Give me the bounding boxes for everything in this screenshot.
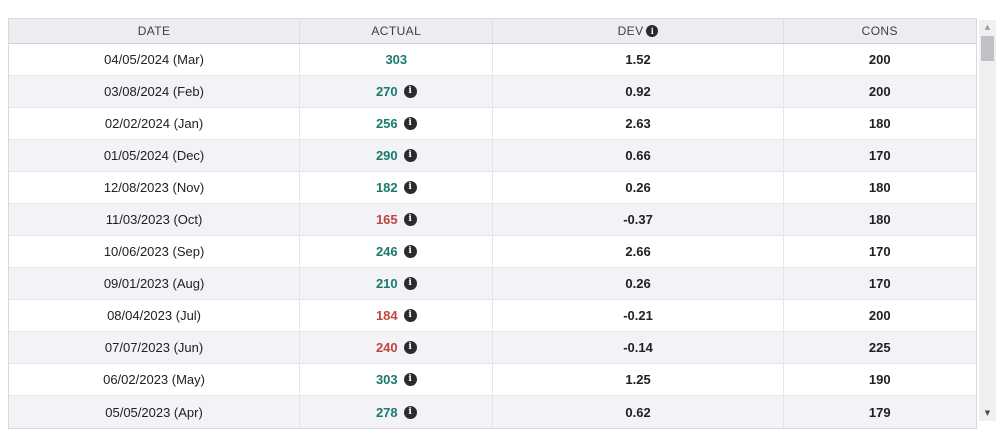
table-row: 01/05/2024 (Dec) 290 i 0.66 170 (9, 140, 976, 172)
actual-cell: 246 i (299, 236, 492, 267)
table-header-row: DATE ACTUAL DEV i CONS (9, 19, 976, 44)
actual-cell: 303 (299, 44, 492, 75)
actual-cell: 303 i (299, 364, 492, 395)
info-icon[interactable]: i (403, 373, 417, 386)
cons-cell: 180 (782, 108, 976, 139)
actual-value: 303 (385, 52, 408, 67)
date-cell: 04/05/2024 (Mar) (104, 52, 204, 67)
column-header-label: ACTUAL (371, 24, 422, 38)
actual-cell: 165 i (299, 204, 492, 235)
table-row: 10/06/2023 (Sep) 246 i 2.66 170 (9, 236, 976, 268)
actual-cell: 290 i (299, 140, 492, 171)
cons-cell: 180 (782, 204, 976, 235)
date-cell: 10/06/2023 (Sep) (103, 244, 205, 259)
info-icon[interactable]: i (403, 245, 417, 258)
scrollbar-thumb[interactable] (981, 36, 994, 61)
dev-cell: 2.66 (492, 236, 782, 267)
actual-cell: 240 i (299, 332, 492, 363)
actual-value: 270 (375, 84, 398, 99)
info-icon[interactable]: i (403, 213, 417, 226)
dev-cell: 0.26 (492, 172, 782, 203)
dev-cell: 0.62 (492, 396, 782, 428)
table-row: 08/04/2023 (Jul) 184 i -0.21 200 (9, 300, 976, 332)
actual-value: 182 (375, 180, 398, 195)
actual-value: 246 (375, 244, 398, 259)
dev-cell: 0.66 (492, 140, 782, 171)
info-icon[interactable]: i (403, 309, 417, 322)
table-body: 04/05/2024 (Mar) 303 1.52 200 03/08/2024… (9, 44, 976, 428)
cons-cell: 170 (782, 236, 976, 267)
info-icon[interactable]: i (403, 405, 417, 419)
cons-cell: 200 (782, 76, 976, 107)
info-icon[interactable]: i (403, 117, 417, 130)
date-cell: 08/04/2023 (Jul) (107, 308, 202, 323)
column-header-dev: DEV i (492, 19, 782, 43)
table-row: 09/01/2023 (Aug) 210 i 0.26 170 (9, 268, 976, 300)
scrollbar-up-icon[interactable]: ▲ (984, 23, 991, 31)
actual-cell: 278 i (299, 396, 492, 428)
date-cell: 06/02/2023 (May) (103, 372, 205, 387)
table-row: 12/08/2023 (Nov) 182 i 0.26 180 (9, 172, 976, 204)
date-cell: 05/05/2023 (Apr) (105, 404, 203, 420)
column-header-label: CONS (861, 24, 898, 38)
info-icon[interactable]: i (403, 277, 417, 290)
actual-cell: 210 i (299, 268, 492, 299)
date-cell: 09/01/2023 (Aug) (103, 276, 205, 291)
actual-value: 290 (375, 148, 398, 163)
dev-cell: 2.63 (492, 108, 782, 139)
date-cell: 02/02/2024 (Jan) (104, 116, 204, 131)
table-row: 04/05/2024 (Mar) 303 1.52 200 (9, 44, 976, 76)
dev-cell: -0.21 (492, 300, 782, 331)
info-icon[interactable]: i (403, 85, 417, 98)
economic-data-table: DATE ACTUAL DEV i CONS 04/05/2024 (Mar) … (8, 18, 977, 429)
dev-cell: 0.26 (492, 268, 782, 299)
cons-cell: 170 (782, 140, 976, 171)
date-cell: 12/08/2023 (Nov) (103, 180, 205, 195)
scrollbar-down-icon[interactable]: ▼ (984, 409, 991, 417)
column-header-cons: CONS (782, 19, 976, 43)
table-row: 05/05/2023 (Apr) 278 i 0.62 179 (9, 396, 976, 428)
cons-cell: 179 (782, 396, 976, 428)
table-row: 03/08/2024 (Feb) 270 i 0.92 200 (9, 76, 976, 108)
dev-cell: -0.14 (492, 332, 782, 363)
date-cell: 03/08/2024 (Feb) (104, 84, 204, 99)
actual-value: 210 (375, 276, 398, 291)
date-cell: 01/05/2024 (Dec) (103, 148, 205, 163)
column-header-label: DEV (617, 24, 644, 38)
cons-cell: 225 (782, 332, 976, 363)
actual-value: 184 (375, 308, 398, 323)
date-cell: 07/07/2023 (Jun) (104, 340, 204, 355)
info-icon[interactable]: i (403, 149, 417, 162)
cons-cell: 170 (782, 268, 976, 299)
vertical-scrollbar[interactable]: ▲ ▼ (979, 20, 996, 421)
actual-cell: 270 i (299, 76, 492, 107)
table-row: 06/02/2023 (May) 303 i 1.25 190 (9, 364, 976, 396)
table-row: 02/02/2024 (Jan) 256 i 2.63 180 (9, 108, 976, 140)
actual-value: 240 (375, 340, 398, 355)
date-cell: 11/03/2023 (Oct) (105, 212, 203, 227)
table-row: 11/03/2023 (Oct) 165 i -0.37 180 (9, 204, 976, 236)
dev-cell: -0.37 (492, 204, 782, 235)
actual-value: 303 (375, 372, 398, 387)
actual-cell: 184 i (299, 300, 492, 331)
dev-cell: 1.52 (492, 44, 782, 75)
info-icon[interactable]: i (646, 25, 659, 37)
dev-cell: 1.25 (492, 364, 782, 395)
column-header-actual: ACTUAL (299, 19, 492, 43)
column-header-label: DATE (137, 24, 171, 38)
cons-cell: 180 (782, 172, 976, 203)
actual-value: 278 (375, 404, 398, 420)
actual-value: 165 (375, 212, 398, 227)
cons-cell: 200 (782, 44, 976, 75)
actual-cell: 182 i (299, 172, 492, 203)
cons-cell: 190 (782, 364, 976, 395)
cons-cell: 200 (782, 300, 976, 331)
info-icon[interactable]: i (403, 181, 417, 194)
dev-cell: 0.92 (492, 76, 782, 107)
actual-cell: 256 i (299, 108, 492, 139)
info-icon[interactable]: i (403, 341, 417, 354)
table-row: 07/07/2023 (Jun) 240 i -0.14 225 (9, 332, 976, 364)
column-header-date: DATE (9, 19, 299, 43)
actual-value: 256 (375, 116, 398, 131)
